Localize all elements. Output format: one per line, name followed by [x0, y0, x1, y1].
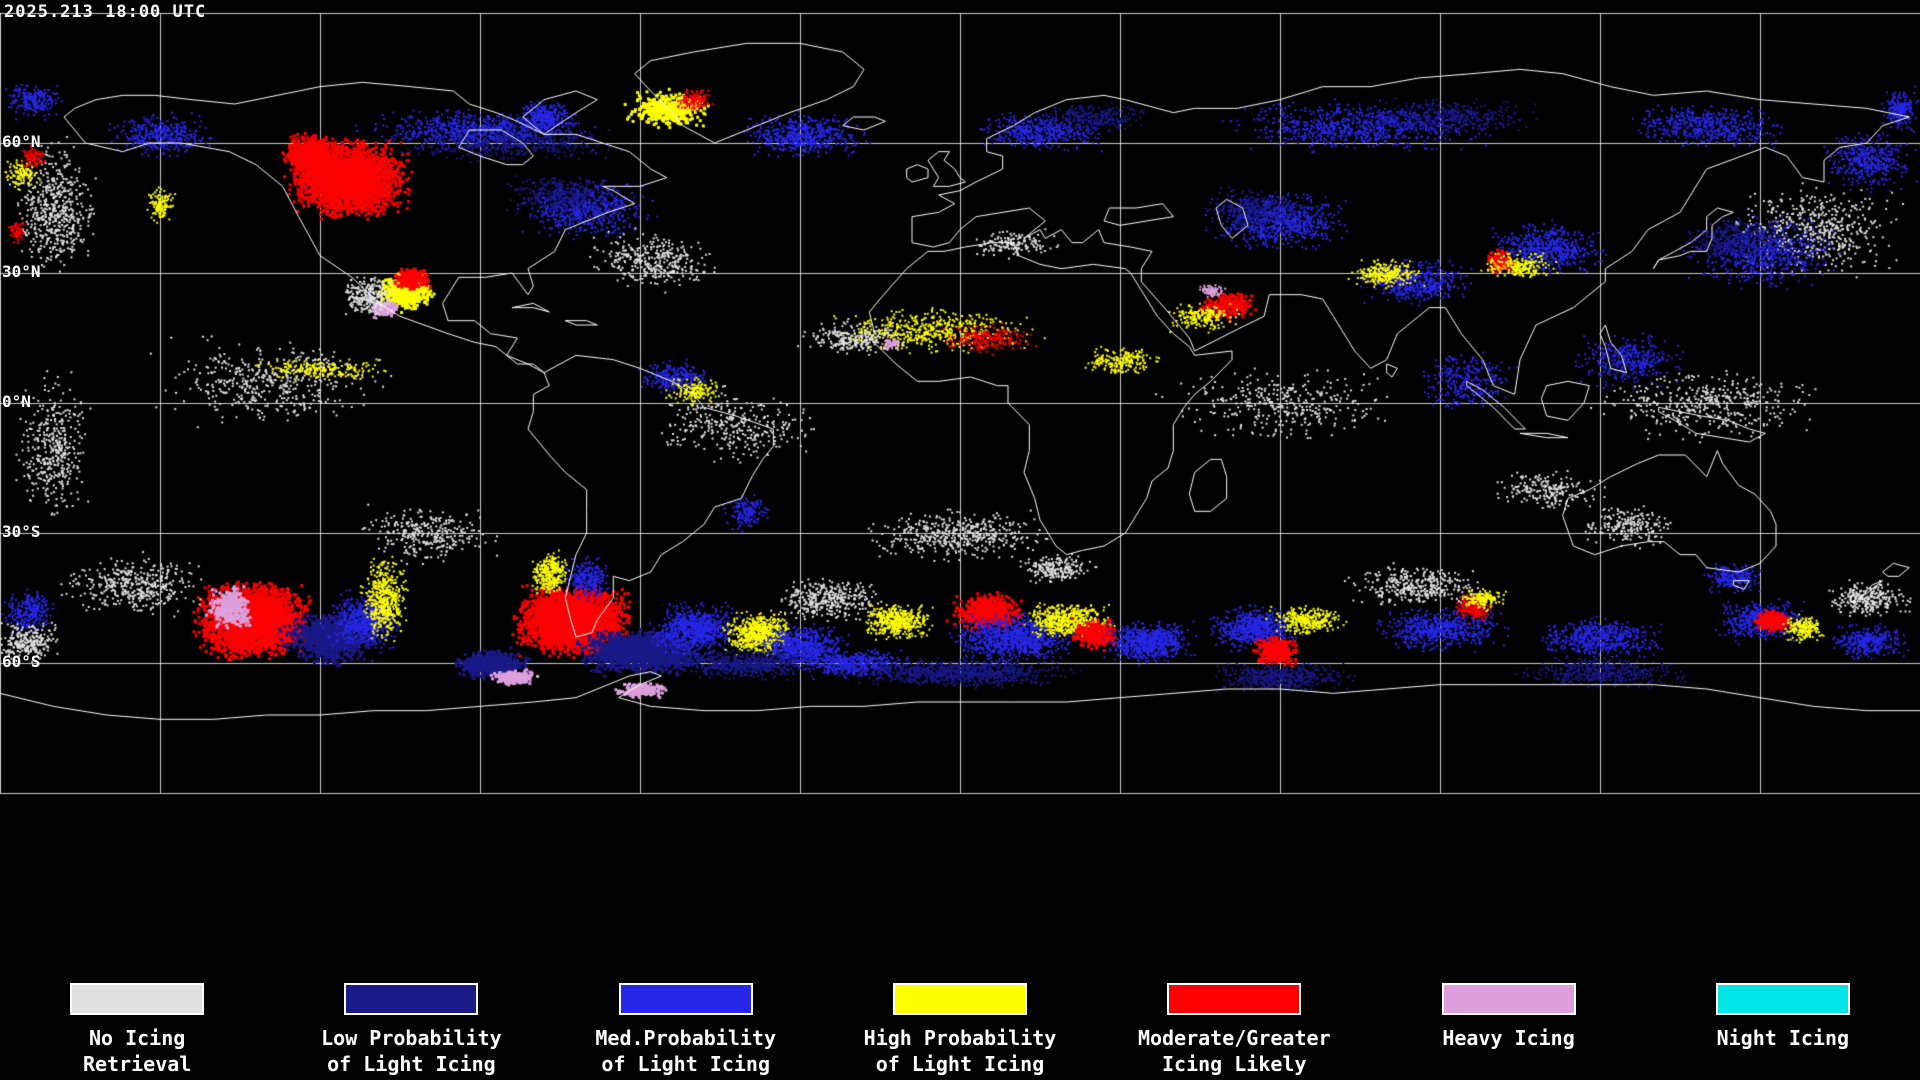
legend-swatch-night-icing [1715, 983, 1850, 1015]
world-icing-map-canvas [0, 0, 1920, 975]
legend-swatch-low-probability [344, 983, 479, 1015]
legend-swatch-high-probability [892, 983, 1027, 1015]
legend-swatch-no-icing [70, 983, 205, 1015]
latitude-label-0n: 0°N [2, 392, 31, 411]
legend-item-night-icing: Night Icing [1646, 975, 1920, 1080]
latitude-label-30n: 30°N [2, 262, 41, 281]
legend-label-line1: Med.Probability [595, 1026, 777, 1050]
legend-item-high-probability: High Probability of Light Icing [823, 975, 1097, 1080]
legend-label-line2: of Light Icing [601, 1052, 770, 1076]
legend-label-line1: No Icing [88, 1026, 186, 1050]
legend-label-line2: of Light Icing [875, 1052, 1045, 1076]
legend-label-line1: Night Icing [1716, 1026, 1850, 1050]
legend-label-line2: of Light Icing [327, 1052, 496, 1076]
map-area: 2025.213 18:00 UTC 60°N 30°N 0°N 30°S 60… [0, 0, 1920, 975]
legend-swatch-moderate-greater [1167, 983, 1302, 1015]
legend-item-moderate-greater: Moderate/Greater Icing Likely [1097, 975, 1371, 1080]
latitude-label-60s: 60°S [2, 652, 41, 671]
legend-item-heavy-icing: Heavy Icing [1371, 975, 1645, 1080]
legend-label-line1: Moderate/Greater [1137, 1026, 1331, 1050]
latitude-label-60n: 60°N [2, 132, 41, 151]
legend-item-no-icing-retrieval: No Icing Retrieval [0, 975, 274, 1080]
legend-label-line2: Icing Likely [1162, 1052, 1307, 1076]
legend-label-line1: High Probability [863, 1026, 1057, 1050]
legend-item-low-probability: Low Probability of Light Icing [274, 975, 548, 1080]
legend-label-line1: Low Probability [321, 1026, 502, 1050]
legend-swatch-heavy-icing [1441, 983, 1576, 1015]
latitude-label-30s: 30°S [2, 522, 41, 541]
legend-swatch-med-probability [618, 983, 753, 1015]
legend-item-med-probability: Med.Probability of Light Icing [549, 975, 823, 1080]
legend-label-line1: Heavy Icing [1442, 1026, 1575, 1050]
timestamp-label: 2025.213 18:00 UTC [4, 2, 207, 22]
legend-bar: No Icing Retrieval Low Probability of Li… [0, 975, 1920, 1080]
legend-label-line2: Retrieval [82, 1052, 192, 1076]
